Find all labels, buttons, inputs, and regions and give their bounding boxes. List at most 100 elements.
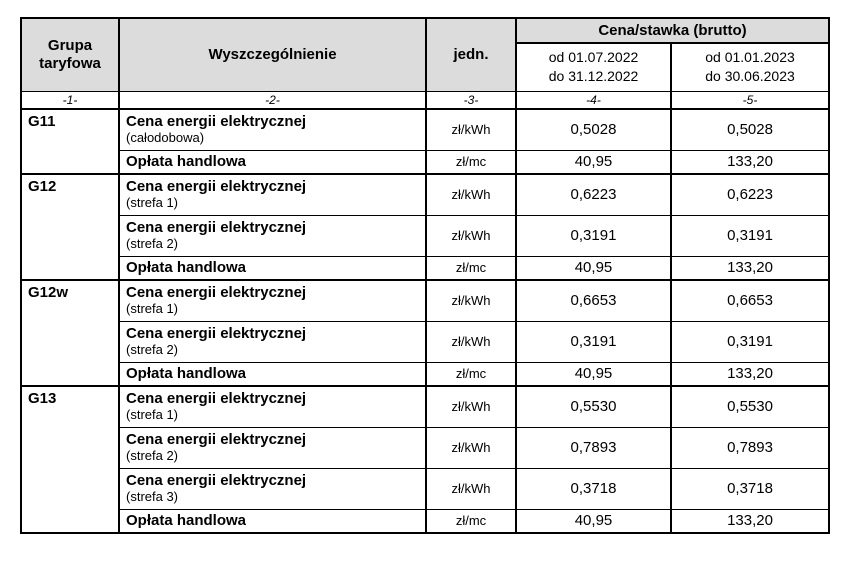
- spec-sublabel: (strefa 2): [126, 236, 179, 252]
- tariff-group-cell: G13: [20, 385, 120, 534]
- table-row: Opłata handlowa zł/mc 40,95 133,20: [21, 255, 831, 281]
- spec-cell: Cena energii elektrycznej (strefa 2): [118, 320, 427, 363]
- spec-cell: Cena energii elektrycznej (strefa 3): [118, 467, 427, 510]
- table-row: G13 Cena energii elektrycznej (strefa 1) zł…: [20, 385, 831, 534]
- unit-cell: zł/kWh: [425, 279, 517, 322]
- spec-cell: Cena energii elektrycznej (strefa 2): [118, 426, 427, 469]
- price-value-period1: 0,3718: [515, 467, 672, 510]
- tariff-group-cell: G11: [20, 108, 120, 175]
- price-value-period1: 0,7893: [515, 426, 672, 469]
- header-period-2: od 01.01.2023 do 30.06.2023: [669, 42, 831, 92]
- spec-cell: Cena energii elektrycznej (strefa 1): [118, 279, 427, 322]
- unit-cell: zł/mc: [425, 361, 517, 387]
- price-value-period2: 133,20: [669, 508, 831, 534]
- table-row: Cena energii elektrycznej (strefa 2) zł/kW…: [21, 214, 831, 257]
- spec-label: Cena energii elektrycznej: [126, 325, 307, 343]
- header-row-1: Grupa taryfowa Wyszczególnienie jedn. Ce…: [20, 17, 831, 92]
- price-value-period2: 133,20: [669, 361, 831, 387]
- unit-cell: zł/kWh: [425, 214, 517, 257]
- price-value-period2: 133,20: [669, 255, 831, 281]
- spec-cell: Opłata handlowa: [118, 508, 427, 534]
- unit-cell: zł/kWh: [425, 385, 517, 428]
- spec-sublabel: (strefa 1): [126, 407, 179, 423]
- spec-label: Opłata handlowa: [126, 511, 247, 529]
- spec-label: Cena energii elektrycznej: [126, 178, 307, 196]
- table-row: G12w Cena energii elektrycznej (strefa 1) z…: [20, 279, 831, 387]
- header-row-2: od 01.07.2022 do 31.12.2022 od 01.01.202…: [21, 42, 831, 92]
- spec-label: Cena energii elektrycznej: [126, 472, 307, 490]
- price-value-period1: 0,5028: [515, 108, 672, 151]
- price-value-period1: 40,95: [515, 361, 672, 387]
- spec-label: Cena energii elektrycznej: [126, 284, 307, 302]
- spec-sublabel: (strefa 2): [126, 448, 179, 464]
- header-unit-column: jedn.: [425, 17, 517, 92]
- unit-cell: zł/mc: [425, 508, 517, 534]
- spec-sublabel: (strefa 3): [126, 489, 179, 505]
- table-row: Opłata handlowa zł/mc 40,95 133,20: [21, 361, 831, 387]
- table-row: Cena energii elektrycznej (strefa 3) zł/kW…: [21, 467, 831, 510]
- header-price-column: Cena/stawka (brutto): [514, 17, 831, 44]
- price-value-period2: 133,20: [669, 149, 831, 175]
- table-row: G11 Cena energii elektrycznej (całodobowa)…: [20, 108, 831, 175]
- header-spec-column: Wyszczególnienie: [118, 17, 427, 92]
- unit-cell: zł/mc: [425, 255, 517, 281]
- spec-label: Cena energii elektrycznej: [126, 113, 307, 131]
- spec-cell: Cena energii elektrycznej (strefa 1): [118, 173, 427, 216]
- price-value-period2: 0,6223: [669, 173, 831, 216]
- spec-sublabel: (strefa 1): [126, 301, 179, 317]
- spec-sublabel: (całodobowa): [126, 130, 205, 146]
- price-value-period2: 0,5028: [669, 108, 831, 151]
- spec-sublabel: (strefa 1): [126, 195, 179, 211]
- unit-cell: zł/kWh: [425, 173, 517, 216]
- price-value-period1: 0,3191: [515, 320, 672, 363]
- spec-cell: Cena energii elektrycznej (strefa 1): [118, 385, 427, 428]
- header-period-1: od 01.07.2022 do 31.12.2022: [515, 42, 672, 92]
- unit-cell: zł/mc: [425, 149, 517, 175]
- price-value-period2: 0,7893: [669, 426, 831, 469]
- spec-label: Opłata handlowa: [126, 364, 247, 382]
- price-value-period1: 0,5530: [515, 385, 672, 428]
- column-number-5: -5-: [669, 90, 831, 110]
- unit-cell: zł/kWh: [425, 426, 517, 469]
- spec-cell: Opłata handlowa: [118, 255, 427, 281]
- spec-label: Cena energii elektrycznej: [126, 219, 307, 237]
- column-number-2: -2-: [118, 90, 427, 110]
- spec-cell: Cena energii elektrycznej (całodobowa): [118, 108, 427, 151]
- table-row: G12 Cena energii elektrycznej (strefa 1) zł…: [20, 173, 831, 281]
- column-numbering-row: -1- -2- -3- -4- -5-: [20, 90, 831, 110]
- table-row: Cena energii elektrycznej (strefa 2) zł/kW…: [21, 320, 831, 363]
- price-value-period1: 40,95: [515, 149, 672, 175]
- period-2-to: do 30.06.2023: [705, 68, 795, 85]
- price-value-period2: 0,3191: [669, 320, 831, 363]
- spec-label: Opłata handlowa: [126, 258, 247, 276]
- price-value-period2: 0,5530: [669, 385, 831, 428]
- tariff-table-body: G11 Cena energii elektrycznej (całodobowa)…: [20, 108, 831, 534]
- spec-label: Cena energii elektrycznej: [126, 390, 307, 408]
- spec-cell: Opłata handlowa: [118, 361, 427, 387]
- price-value-period1: 0,6223: [515, 173, 672, 216]
- spec-label: Cena energii elektrycznej: [126, 431, 307, 449]
- tariff-price-table: Grupa taryfowa Wyszczególnienie jedn. Ce…: [20, 17, 831, 534]
- unit-cell: zł/kWh: [425, 108, 517, 151]
- spec-cell: Opłata handlowa: [118, 149, 427, 175]
- price-value-period1: 0,6653: [515, 279, 672, 322]
- spec-label: Opłata handlowa: [126, 152, 247, 170]
- tariff-group-cell: G12: [20, 173, 120, 281]
- unit-cell: zł/kWh: [425, 320, 517, 363]
- table-row: Opłata handlowa zł/mc 40,95 133,20: [21, 508, 831, 534]
- price-value-period1: 0,3191: [515, 214, 672, 257]
- period-2-from: od 01.01.2023: [705, 49, 795, 66]
- table-row: Opłata handlowa zł/mc 40,95 133,20: [21, 149, 831, 175]
- column-number-4: -4-: [515, 90, 672, 110]
- price-value-period2: 0,6653: [669, 279, 831, 322]
- price-value-period1: 40,95: [515, 508, 672, 534]
- period-1-to: do 31.12.2022: [548, 68, 639, 85]
- unit-cell: zł/kWh: [425, 467, 517, 510]
- tariff-group-cell: G12w: [20, 279, 120, 387]
- spec-sublabel: (strefa 2): [126, 342, 179, 358]
- price-value-period2: 0,3191: [669, 214, 831, 257]
- price-value-period2: 0,3718: [669, 467, 831, 510]
- period-1-from: od 01.07.2022: [548, 49, 639, 66]
- header-group-column: Grupa taryfowa: [20, 17, 120, 92]
